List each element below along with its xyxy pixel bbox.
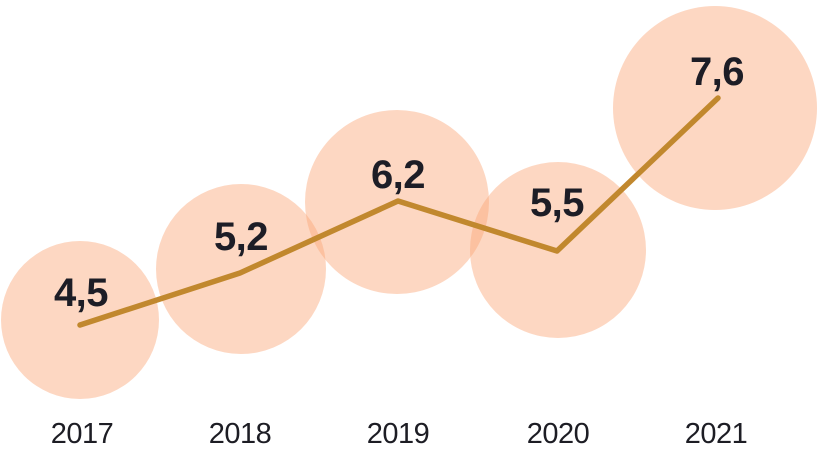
- value-label-2018: 5,2: [214, 215, 268, 259]
- value-label-2019: 6,2: [371, 153, 425, 197]
- x-tick-2021: 2021: [685, 418, 748, 450]
- value-label-2021: 7,6: [690, 50, 744, 94]
- x-tick-2017: 2017: [51, 418, 114, 450]
- value-label-2020: 5,5: [530, 181, 584, 225]
- bubble-2018: [156, 184, 326, 354]
- x-tick-2019: 2019: [367, 418, 430, 450]
- bubble-2021: [613, 6, 817, 210]
- bubble-2017: [1, 241, 159, 399]
- x-tick-2018: 2018: [209, 418, 272, 450]
- value-label-2017: 4,5: [54, 271, 108, 315]
- trend-line: [77, 95, 721, 328]
- x-tick-2020: 2020: [527, 418, 590, 450]
